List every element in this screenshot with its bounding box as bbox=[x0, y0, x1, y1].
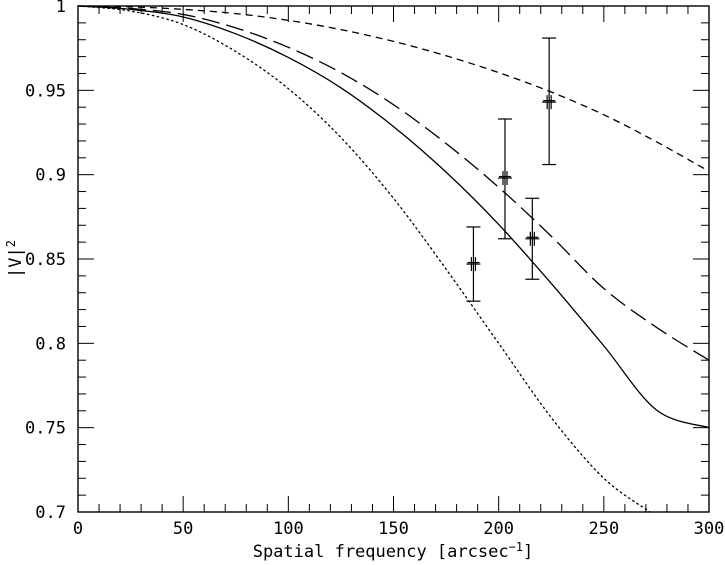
y-tick-label: 0.75 bbox=[25, 419, 66, 439]
data-point bbox=[497, 118, 512, 240]
y-tick-label: 1 bbox=[56, 0, 66, 17]
x-tick-label: 50 bbox=[173, 519, 193, 539]
y-tick-label: 0.7 bbox=[35, 503, 66, 523]
x-tick-label: 300 bbox=[694, 519, 725, 539]
x-tick-label: 200 bbox=[483, 519, 514, 539]
x-axis-label-superscript: −1 bbox=[509, 540, 523, 554]
y-axis-label-main: |V| bbox=[6, 247, 26, 278]
x-tick-labels: 0 50 100 150 200 250 300 bbox=[73, 519, 724, 539]
series-line-long-dash bbox=[77, 5, 710, 361]
x-axis-label-suffix: ] bbox=[523, 542, 533, 562]
series-line-solid bbox=[77, 5, 710, 429]
x-tick-label: 250 bbox=[588, 519, 619, 539]
y-tick-labels: 0.7 0.75 0.8 0.85 0.9 0.95 1 bbox=[25, 0, 66, 523]
data-point bbox=[542, 37, 557, 166]
data-point bbox=[525, 197, 540, 280]
y-tick-label: 0.85 bbox=[25, 250, 66, 270]
y-axis-label: |V|2 bbox=[4, 240, 26, 278]
series-line-short-dash bbox=[77, 5, 710, 172]
points-layer bbox=[466, 37, 557, 302]
y-axis-label-superscript: 2 bbox=[4, 240, 18, 247]
x-axis-label-main: Spatial frequency [arcsec bbox=[253, 542, 509, 562]
plot-frame bbox=[77, 5, 710, 513]
y-tick-label: 0.95 bbox=[25, 81, 66, 101]
x-tick-label: 150 bbox=[378, 519, 409, 539]
x-axis-label: Spatial frequency [arcsec−1] bbox=[253, 540, 534, 562]
data-point bbox=[466, 226, 481, 302]
curves-layer bbox=[77, 5, 710, 513]
ticks-layer bbox=[77, 5, 710, 513]
y-tick-label: 0.8 bbox=[35, 334, 66, 354]
x-tick-label: 0 bbox=[73, 519, 83, 539]
y-tick-label: 0.9 bbox=[35, 166, 66, 186]
series-line-dotted bbox=[77, 5, 651, 513]
x-tick-label: 100 bbox=[273, 519, 304, 539]
